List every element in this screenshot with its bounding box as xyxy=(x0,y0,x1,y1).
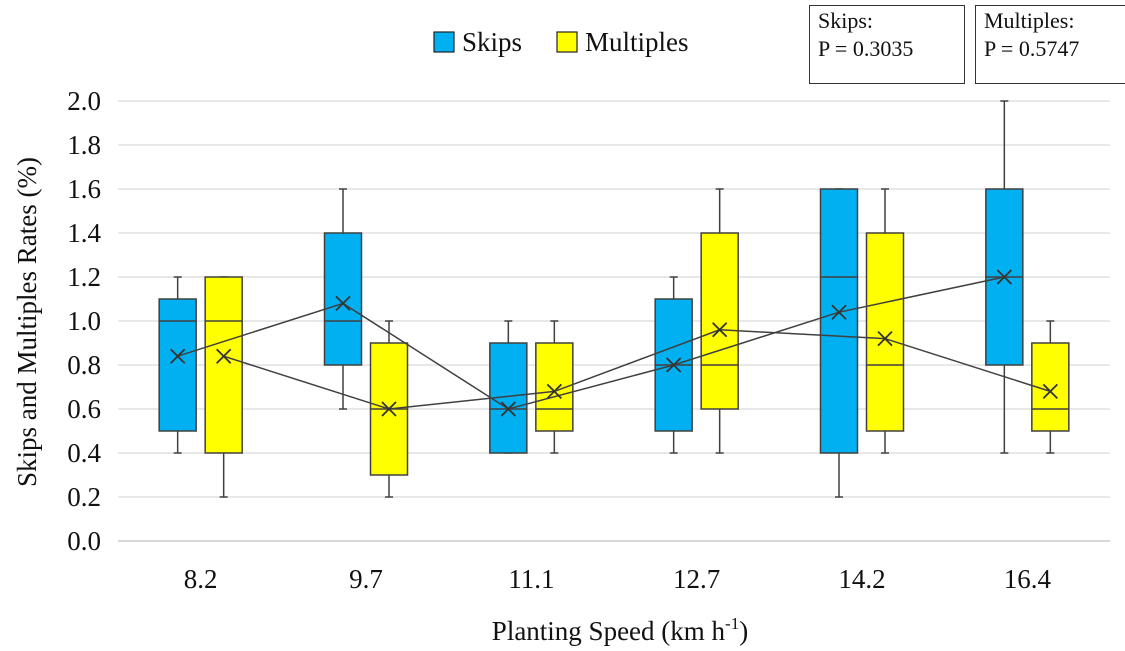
box-body xyxy=(700,232,739,410)
y-tick-label: 0.2 xyxy=(67,482,101,512)
mean-marker-multiples xyxy=(216,348,232,364)
boxes xyxy=(158,100,1070,498)
box-skips xyxy=(489,320,528,454)
box-body xyxy=(323,232,363,366)
legend-label-skips: Skips xyxy=(462,27,522,57)
x-tick-labels: 8.2 9.7 11.1 12.7 14.2 16.4 xyxy=(184,564,1052,594)
box-body xyxy=(158,298,197,432)
mean-marker-multiples xyxy=(1042,383,1058,400)
x-tick-label: 16.4 xyxy=(1004,564,1052,594)
p-value-multiples-title: Multiples: xyxy=(984,8,1075,33)
x-tick-label: 8.2 xyxy=(184,564,218,594)
mean-line-multiples xyxy=(223,329,1051,410)
box-multiples xyxy=(865,188,905,454)
legend: Skips Multiples xyxy=(433,27,689,57)
y-axis-title: Skips and Multiples Rates (%) xyxy=(12,157,42,487)
box-skips xyxy=(323,188,363,410)
y-tick-label: 1.8 xyxy=(67,130,101,160)
mean-marker-skips xyxy=(996,269,1012,285)
legend-swatch-skips xyxy=(433,31,455,53)
gridlines xyxy=(118,100,1110,542)
x-tick-label: 11.1 xyxy=(508,564,554,594)
mean-marker-skips xyxy=(335,295,351,312)
mean-marker-multiples xyxy=(712,322,728,338)
y-tick-label: 0.4 xyxy=(67,438,101,468)
box-skips xyxy=(158,276,197,454)
mean-marker-skips xyxy=(666,357,682,373)
y-tick-label: 0.8 xyxy=(67,350,101,380)
x-tick-label: 14.2 xyxy=(838,564,885,594)
x-tick-label: 9.7 xyxy=(349,564,383,594)
box-multiples xyxy=(700,188,739,454)
mean-marker-skips xyxy=(831,304,847,320)
y-tick-label: 2.0 xyxy=(67,86,101,116)
mean-lines xyxy=(170,269,1058,417)
p-value-skips-title: Skips: xyxy=(818,8,874,33)
y-tick-label: 0.0 xyxy=(67,526,101,556)
mean-marker-skips xyxy=(170,348,186,364)
mean-marker-multiples xyxy=(877,330,893,347)
legend-label-multiples: Multiples xyxy=(585,27,689,57)
mean-line-skips xyxy=(177,276,1005,410)
legend-swatch-multiples xyxy=(556,31,578,53)
p-value-box-skips: Skips: P = 0.3035 xyxy=(809,5,965,84)
y-tick-label: 0.6 xyxy=(67,394,101,424)
box-body xyxy=(865,232,905,432)
mean-marker-multiples xyxy=(546,383,562,400)
box-skips xyxy=(819,188,859,498)
mean-marker-multiples xyxy=(381,401,397,417)
x-axis-title: Planting Speed (km h-1) xyxy=(492,614,748,646)
box-multiples xyxy=(204,276,243,498)
y-tick-labels: 0.0 0.2 0.4 0.6 0.8 1.0 1.2 1.4 1.6 1.8 2.0 xyxy=(67,86,101,556)
y-tick-label: 1.4 xyxy=(67,218,101,248)
p-value-skips-value: P = 0.3035 xyxy=(818,36,914,61)
mean-marker-skips xyxy=(500,401,516,417)
y-tick-label: 1.6 xyxy=(67,174,101,204)
p-value-box-multiples: Multiples: P = 0.5747 xyxy=(975,5,1125,84)
y-tick-label: 1.0 xyxy=(67,306,101,336)
y-tick-label: 1.2 xyxy=(67,262,101,292)
p-value-multiples-value: P = 0.5747 xyxy=(984,36,1080,61)
box-body xyxy=(819,188,859,454)
box-body xyxy=(204,276,243,454)
x-tick-label: 12.7 xyxy=(673,564,720,594)
